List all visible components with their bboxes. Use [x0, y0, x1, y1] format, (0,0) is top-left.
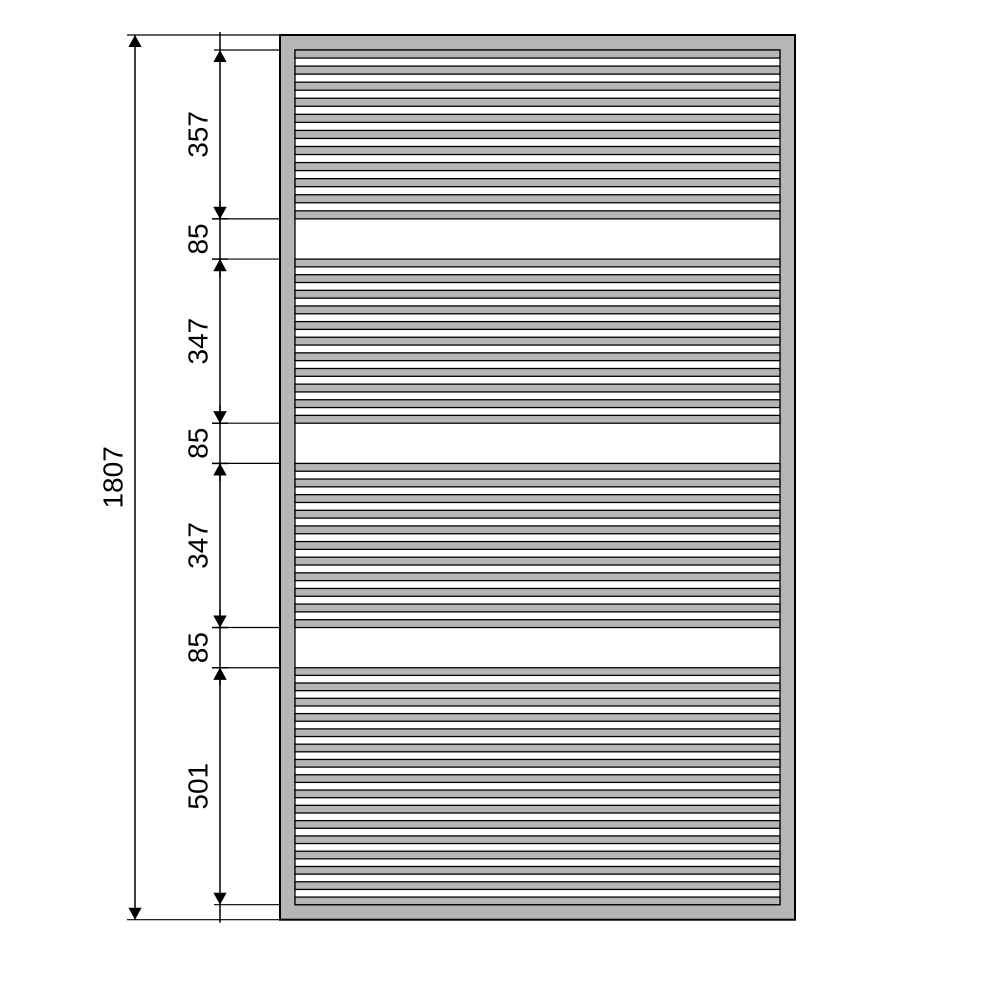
radiator-bar: [295, 683, 780, 691]
radiator-bar: [295, 526, 780, 534]
radiator-bar: [295, 698, 780, 706]
radiator-body: [280, 35, 795, 920]
radiator-bar: [295, 805, 780, 813]
arrowhead: [213, 50, 226, 62]
dimension-label-gap: 85: [183, 428, 214, 459]
radiator-bar: [295, 851, 780, 859]
arrowhead: [213, 893, 226, 905]
radiator-bar: [295, 821, 780, 829]
radiator-bar: [295, 759, 780, 767]
radiator-bar: [295, 163, 780, 171]
dimension-label-section: 501: [183, 763, 214, 810]
dimension-label-gap: 85: [183, 223, 214, 254]
radiator-bar: [295, 66, 780, 74]
radiator-bar: [295, 882, 780, 890]
radiator-bar: [295, 368, 780, 376]
radiator-bar: [295, 542, 780, 550]
dimension-label-section: 347: [183, 522, 214, 569]
arrowhead: [128, 908, 141, 920]
radiator-bar: [295, 836, 780, 844]
radiator-bar: [295, 337, 780, 345]
radiator-bar: [295, 82, 780, 90]
radiator-bar: [295, 790, 780, 798]
dimension-label-gap: 85: [183, 632, 214, 663]
radiator-bar: [295, 463, 780, 471]
radiator-bar: [295, 620, 780, 628]
dimensions: 1807 357 85 347 85 347 85 501: [98, 32, 281, 923]
arrowhead: [213, 668, 226, 680]
radiator-bar: [295, 306, 780, 314]
radiator-bar: [295, 668, 780, 676]
dimension-label-overall: 1807: [98, 446, 129, 508]
dimension-label-section: 357: [183, 111, 214, 158]
dimension-label-section: 347: [183, 318, 214, 365]
radiator-bar: [295, 98, 780, 106]
radiator-bar: [295, 557, 780, 565]
radiator-bar: [295, 353, 780, 361]
arrowhead: [213, 259, 226, 271]
radiator-bar: [295, 415, 780, 423]
radiator-bar: [295, 604, 780, 612]
arrowhead: [213, 463, 226, 475]
radiator-bar: [295, 573, 780, 581]
radiator-bar: [295, 179, 780, 187]
radiator-bar: [295, 775, 780, 783]
radiator-bar: [295, 495, 780, 503]
radiator-bar: [295, 744, 780, 752]
radiator-bar: [295, 588, 780, 596]
radiator-bar: [295, 322, 780, 330]
radiator-bar: [295, 114, 780, 122]
radiator-bar: [295, 510, 780, 518]
radiator-bar: [295, 729, 780, 737]
radiator-bar: [295, 866, 780, 874]
technical-drawing: 1807 357 85 347 85 347 85 501: [0, 0, 1000, 1000]
radiator-bar: [295, 130, 780, 138]
radiator-bar: [295, 400, 780, 408]
radiator-bar: [295, 259, 780, 267]
radiator-bar: [295, 275, 780, 283]
radiator-bar: [295, 146, 780, 154]
arrowhead: [128, 35, 141, 47]
radiator-bar: [295, 290, 780, 298]
radiator-bar: [295, 897, 780, 905]
radiator-bar: [295, 195, 780, 203]
radiator-bar: [295, 384, 780, 392]
radiator-bar: [295, 714, 780, 722]
radiator-bar: [295, 211, 780, 219]
radiator-bar: [295, 479, 780, 487]
radiator-bar: [295, 50, 780, 58]
